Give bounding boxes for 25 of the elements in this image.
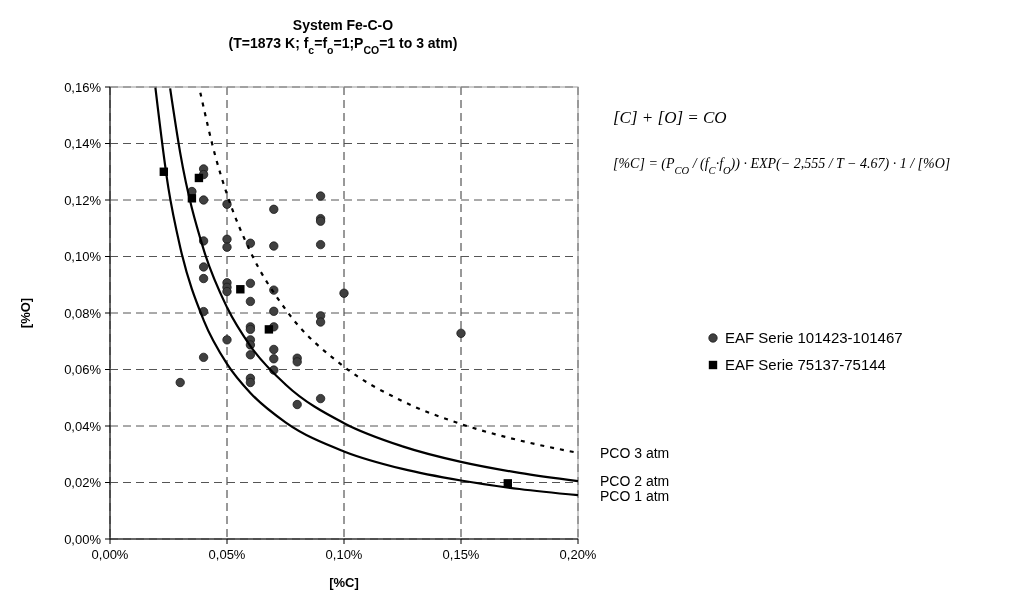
chart-subtitle: (T=1873 K; f$_{c}$=f$_{o}$=1;P$_{CO}$=1 to 3 atm) (228, 35, 458, 56)
series-label: PCO 2 atm (600, 473, 670, 490)
x-tick-label: 0,15% (442, 547, 480, 562)
y-tick-label: 0,02% (64, 475, 102, 490)
series-label: PCO 3 atm (600, 444, 670, 461)
y-tick-label: 0,00% (64, 531, 102, 547)
legend-label: EAF Serie 75137-75144 (725, 356, 886, 373)
chart-title: System Fe-C-O (292, 17, 394, 33)
legend-label: EAF Serie 101423-101467 (725, 329, 903, 346)
text: [%C] = (P$_{CO}$ / (f$_{C}$·f$_{O}$)) · EXP(− 2,555 / T − 4.67) · 1 / [%O] (613, 156, 951, 176)
y-tick-label: 0,14% (64, 136, 102, 151)
series-label: PCO 1 atm (600, 488, 670, 505)
x-axis-title: [%C] (329, 575, 359, 590)
x-tick-label: 0,05% (208, 547, 246, 562)
y-tick-label: 0,06% (64, 362, 102, 377)
text: [C] + [O] = CO (613, 108, 727, 127)
x-tick-label: 0,10% (325, 547, 363, 562)
x-tick-label: 0,00% (91, 547, 129, 562)
x-tick-label: 0,20% (559, 547, 597, 562)
y-tick-label: 0,12% (64, 192, 102, 208)
y-tick-label: 0,16% (64, 79, 102, 95)
y-tick-label: 0,08% (64, 305, 102, 321)
y-axis-title: [%O] (18, 297, 33, 329)
y-tick-label: 0,10% (64, 249, 102, 264)
y-tick-label: 0,04% (64, 418, 102, 434)
